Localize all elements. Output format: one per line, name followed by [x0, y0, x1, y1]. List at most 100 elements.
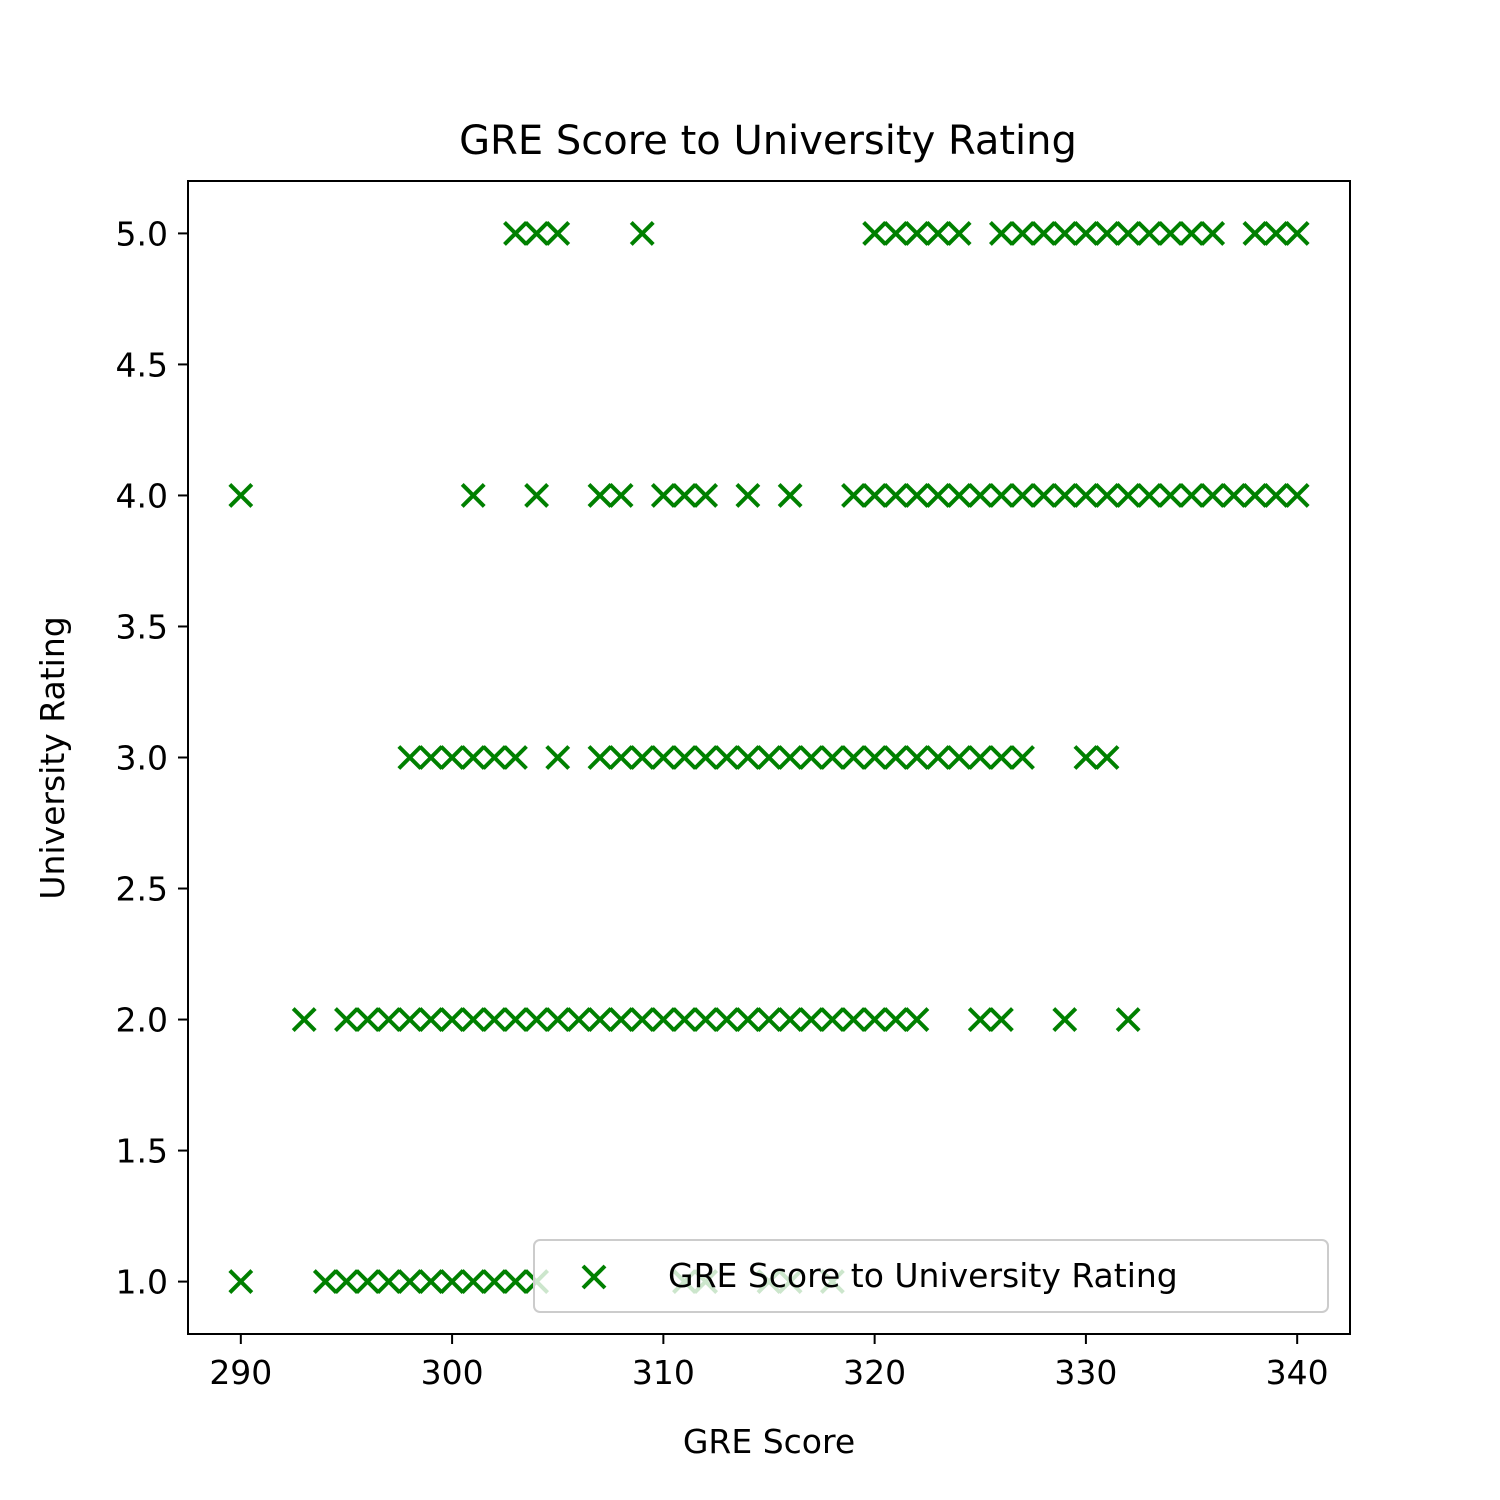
legend-entry-label: GRE Score to University Rating: [668, 1256, 1178, 1295]
data-point: [587, 1007, 613, 1032]
data-point: [524, 483, 550, 508]
data-point: [460, 483, 486, 508]
data-point: [397, 745, 423, 770]
data-point: [608, 1007, 634, 1032]
data-point: [650, 483, 676, 508]
data-point: [1031, 220, 1057, 246]
legend-box: [533, 1239, 1329, 1313]
data-point: [481, 745, 507, 770]
data-point: [735, 483, 761, 508]
data-point: [714, 1007, 740, 1032]
data-point: [524, 220, 550, 246]
data-point: [566, 1007, 592, 1032]
data-point: [672, 745, 697, 770]
data-point: [1010, 483, 1035, 508]
data-point: [841, 745, 866, 770]
y-tick-label: 3.0: [116, 739, 168, 778]
data-point: [1179, 483, 1204, 508]
data-point: [904, 483, 930, 508]
data-point: [756, 1007, 782, 1032]
data-point: [587, 483, 613, 508]
data-point: [967, 483, 993, 508]
data-point: [1136, 220, 1162, 246]
data-point: [629, 745, 655, 770]
data-point: [503, 745, 528, 770]
y-tick-label: 4.5: [116, 345, 168, 384]
data-point: [777, 1007, 803, 1032]
y-axis-ticks: 1.0 1.5 2.0 2.5 3.0 3.5 4.0 4.5 5.0: [116, 214, 188, 1302]
legend-marker-x-icon: [581, 1264, 607, 1290]
legend-marker-x: [581, 1264, 607, 1290]
data-point: [460, 745, 486, 770]
x-axis-label: GRE Score: [683, 1422, 855, 1461]
data-point: [481, 1007, 507, 1032]
data-point: [1284, 483, 1310, 508]
data-point: [1073, 220, 1099, 246]
data-point: [883, 483, 909, 508]
data-point: [946, 483, 972, 508]
data-point: [672, 1007, 697, 1032]
data-point: [1200, 483, 1226, 508]
points-layer: [228, 220, 1310, 1295]
data-point: [735, 745, 761, 770]
data-point: [777, 745, 803, 770]
y-tick-label: 5.0: [116, 214, 168, 253]
data-point: [967, 745, 993, 770]
chart-title: GRE Score to University Rating: [459, 118, 1077, 164]
data-point: [629, 1007, 655, 1032]
data-point: [1242, 220, 1268, 246]
data-point: [503, 220, 528, 246]
data-point: [1073, 745, 1099, 770]
data-point: [228, 483, 254, 508]
data-point: [1010, 220, 1035, 246]
y-axis-label: University Rating: [33, 616, 72, 899]
data-point: [1284, 220, 1310, 246]
data-point: [545, 220, 571, 246]
data-point: [672, 483, 697, 508]
x-tick-label: 340: [1266, 1353, 1329, 1392]
data-point: [883, 220, 909, 246]
data-point: [334, 1269, 359, 1295]
data-point: [1031, 483, 1057, 508]
data-point: [376, 1007, 402, 1032]
data-point: [862, 220, 888, 246]
data-point: [418, 1269, 444, 1295]
data-point: [545, 745, 571, 770]
data-point: [714, 745, 740, 770]
data-point: [650, 1007, 676, 1032]
data-point: [1200, 220, 1226, 246]
data-point: [439, 1007, 465, 1032]
data-point: [1158, 220, 1183, 246]
data-point: [1115, 1007, 1141, 1032]
data-point: [904, 220, 930, 246]
data-point: [798, 1007, 824, 1032]
data-point: [439, 1269, 465, 1295]
data-point: [1094, 220, 1120, 246]
y-tick-label: 1.0: [116, 1263, 168, 1302]
x-tick-label: 320: [843, 1353, 906, 1392]
y-tick-label: 4.0: [116, 476, 168, 515]
data-point: [693, 483, 719, 508]
data-point: [1115, 483, 1141, 508]
data-point: [650, 745, 676, 770]
data-point: [925, 483, 951, 508]
data-point: [1158, 483, 1183, 508]
x-tick-label: 330: [1054, 1353, 1117, 1392]
data-point: [1179, 220, 1204, 246]
data-point: [841, 483, 866, 508]
data-point: [608, 483, 634, 508]
y-tick-label: 2.5: [116, 870, 168, 909]
data-point: [1073, 483, 1099, 508]
data-point: [228, 1269, 254, 1295]
data-point: [777, 483, 803, 508]
data-point: [946, 220, 972, 246]
data-point: [587, 745, 613, 770]
data-point: [355, 1269, 380, 1295]
data-point: [693, 745, 719, 770]
data-point: [291, 1007, 317, 1032]
data-point: [1052, 1007, 1078, 1032]
data-point: [1221, 483, 1247, 508]
data-point: [925, 220, 951, 246]
data-point: [629, 220, 655, 246]
